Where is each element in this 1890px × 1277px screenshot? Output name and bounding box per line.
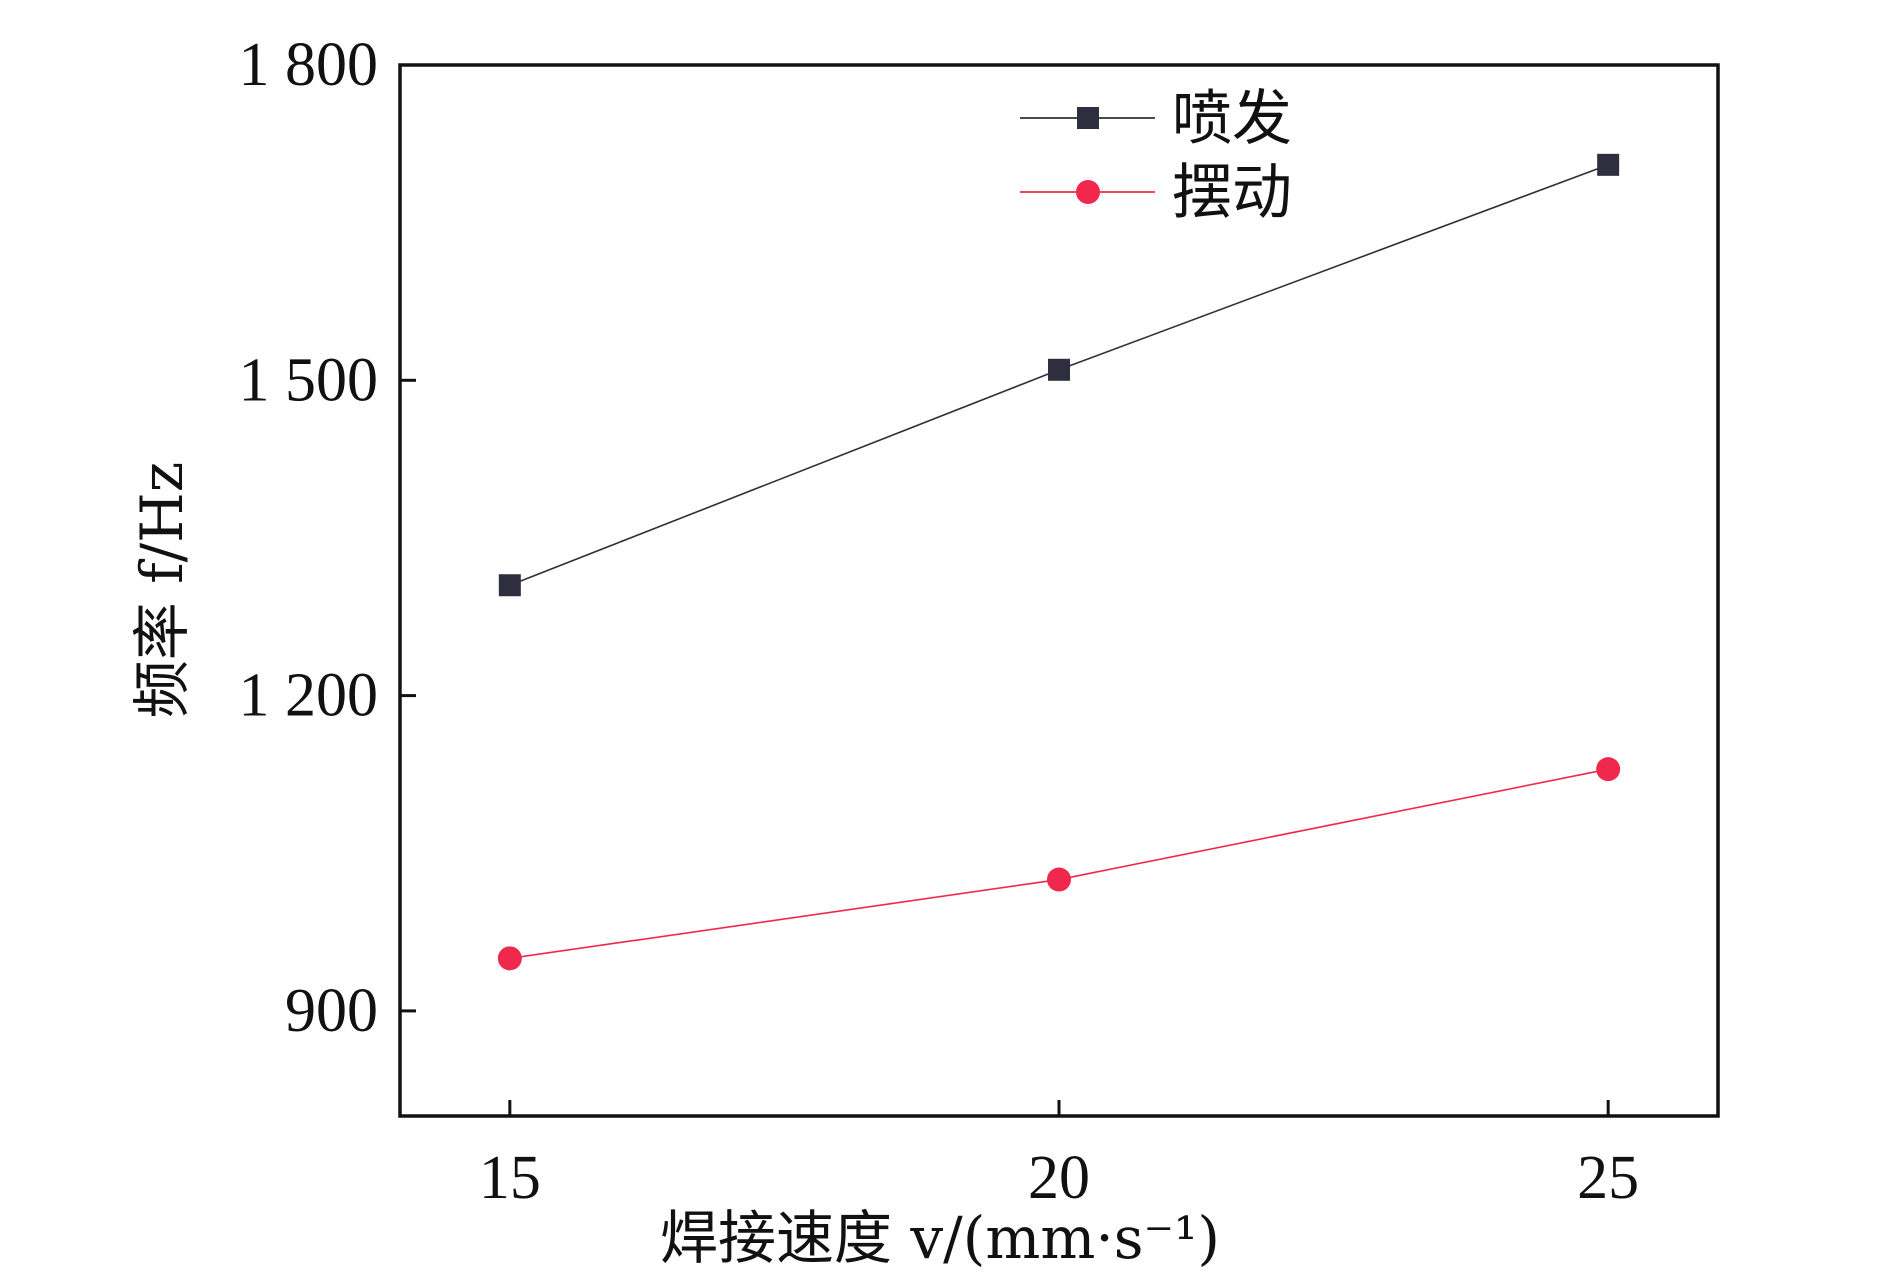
- series-layer: [497, 153, 1621, 971]
- series-1-point: [1048, 358, 1070, 381]
- y-tick-label: 1 800: [239, 31, 379, 99]
- x-axis-ticks: 15 20 25: [479, 1100, 1639, 1212]
- y-tick-label: 900: [285, 977, 378, 1045]
- legend-marker-1: [1077, 107, 1099, 129]
- x-axis-title: 焊接速度 v/(mm·s⁻¹): [660, 1204, 1220, 1272]
- x-tick-label: 25: [1577, 1144, 1639, 1212]
- legend-label-1: 喷发: [1172, 84, 1292, 154]
- series-1-point: [1597, 153, 1620, 176]
- x-tick-label: 15: [479, 1144, 541, 1212]
- legend-label-2: 摆动: [1172, 158, 1292, 228]
- y-tick-label: 1 200: [239, 662, 379, 730]
- y-axis-title: 频率 f/Hz: [128, 462, 196, 719]
- series-2-point: [1596, 757, 1621, 782]
- series-2-point: [1047, 867, 1071, 892]
- y-tick-label: 1 500: [239, 346, 379, 414]
- legend-marker-2: [1076, 180, 1100, 204]
- x-tick-label: 20: [1028, 1144, 1090, 1212]
- y-axis-ticks: 900 1 200 1 500 1 800: [239, 31, 416, 1045]
- series-1-point: [498, 574, 521, 597]
- series-2-point: [497, 946, 522, 971]
